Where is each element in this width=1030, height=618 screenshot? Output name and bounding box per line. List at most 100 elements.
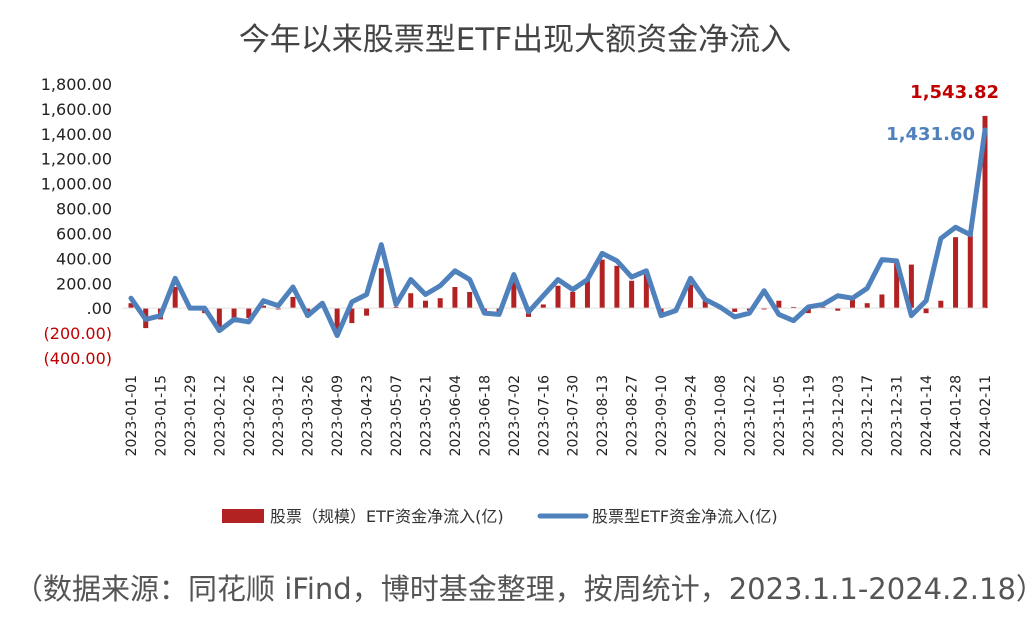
x-tick-label: 2023-09-24 (684, 375, 700, 456)
source-note: （数据来源：同花顺 iFind，博时基金整理，按周统计，2023.1.1-202… (14, 572, 1030, 606)
bar (643, 274, 649, 309)
bar (334, 308, 340, 336)
bar (408, 293, 414, 309)
bar (629, 280, 635, 309)
line-series (128, 127, 988, 339)
x-tick-label: 2023-09-10 (654, 375, 670, 456)
x-tick-label: 2023-01-01 (124, 375, 140, 456)
y-tick-label: .00 (87, 299, 112, 318)
x-tick-label: 2023-07-16 (536, 375, 552, 456)
bar (849, 296, 855, 309)
x-tick-label: 2023-02-12 (212, 375, 228, 456)
x-tick-label: 2024-02-11 (978, 375, 994, 456)
x-tick-label: 2023-10-08 (713, 375, 729, 456)
legend: 股票（规模）ETF资金净流入(亿) 股票型ETF资金净流入(亿) (222, 507, 778, 526)
bar (879, 294, 885, 309)
data-label: 1,431.60 (886, 124, 975, 145)
bar (702, 300, 708, 309)
bar (555, 285, 561, 309)
bar (584, 279, 590, 309)
bar (864, 303, 870, 309)
bar (776, 300, 782, 309)
bar (378, 268, 384, 309)
bar (216, 308, 222, 332)
bar (393, 306, 399, 309)
x-tick-label: 2023-02-26 (242, 375, 258, 456)
bar (570, 291, 576, 309)
x-tick-label: 2023-06-18 (477, 375, 493, 456)
bar (128, 303, 134, 309)
y-tick-label: 1,400.00 (41, 125, 112, 144)
y-tick-label: 400.00 (56, 249, 112, 268)
bar (953, 237, 959, 309)
bar (275, 308, 281, 310)
bar (261, 305, 267, 309)
x-tick-label: 2023-07-30 (566, 375, 582, 456)
y-tick-label: (200.00) (44, 324, 112, 343)
bar (452, 287, 458, 309)
legend-label-bar: 股票（规模）ETF资金净流入(亿) (270, 507, 504, 526)
bar (422, 300, 428, 309)
bar (835, 308, 841, 311)
bar (467, 291, 473, 309)
data-label: 1,543.82 (910, 82, 999, 103)
bar (540, 304, 546, 309)
bar (599, 259, 605, 309)
y-tick-label: 1,600.00 (41, 100, 112, 119)
bar (908, 264, 914, 309)
x-tick-label: 2023-12-03 (831, 375, 847, 456)
annotations: 1,543.82 1,431.60 (886, 82, 999, 145)
x-tick-label: 2023-10-22 (742, 375, 758, 456)
legend-swatch-bar (222, 509, 264, 523)
x-axis: 2023-01-01 2023-01-15 2023-01-29 2023-02-12… (124, 375, 994, 456)
bar (437, 298, 443, 309)
bar (688, 284, 694, 309)
bar (614, 265, 620, 309)
bar (894, 262, 900, 309)
x-tick-label: 2023-08-13 (595, 375, 611, 456)
x-tick-label: 2023-06-04 (448, 375, 464, 456)
bar (231, 308, 237, 322)
y-tick-label: 1,200.00 (41, 150, 112, 169)
x-tick-label: 2023-11-05 (772, 375, 788, 456)
bar (938, 300, 944, 309)
bar-series (128, 115, 988, 336)
bar (290, 296, 296, 309)
bar (246, 308, 252, 319)
y-tick-label: 1,800.00 (41, 75, 112, 94)
bar (982, 115, 988, 309)
x-tick-label: 2024-01-14 (919, 375, 935, 456)
x-tick-label: 2023-01-15 (153, 375, 169, 456)
legend-label-line: 股票型ETF资金净流入(亿) (592, 507, 778, 526)
bar (364, 308, 370, 316)
x-tick-label: 2023-11-19 (801, 375, 817, 456)
x-tick-label: 2023-08-27 (625, 375, 641, 456)
x-tick-label: 2023-03-26 (301, 375, 317, 456)
bar (349, 308, 355, 324)
bar (805, 308, 811, 314)
bar (923, 308, 929, 314)
bar (172, 287, 178, 309)
x-tick-label: 2023-12-17 (860, 375, 876, 456)
x-tick-label: 2023-05-21 (418, 375, 434, 456)
bar (967, 230, 973, 309)
bar (791, 306, 797, 309)
y-tick-label: (400.00) (44, 349, 112, 368)
x-tick-label: 2023-04-09 (330, 375, 346, 456)
bar (732, 308, 738, 312)
x-tick-label: 2023-07-02 (507, 375, 523, 456)
x-tick-label: 2023-01-29 (183, 375, 199, 456)
bar (761, 308, 767, 310)
y-tick-label: 800.00 (56, 200, 112, 219)
y-tick-label: 600.00 (56, 224, 112, 243)
bar (820, 306, 826, 309)
y-axis: 1,800.00 1,600.00 1,400.00 1,200.00 1,000.00… (41, 75, 112, 368)
x-tick-label: 2023-04-23 (360, 375, 376, 456)
x-tick-label: 2024-01-28 (949, 375, 965, 456)
y-tick-label: 200.00 (56, 274, 112, 293)
chart-title: 今年以来股票型ETF出现大额资金净流入 (238, 22, 792, 58)
bar (511, 282, 517, 309)
y-tick-label: 1,000.00 (41, 175, 112, 194)
x-tick-label: 2023-03-12 (271, 375, 287, 456)
